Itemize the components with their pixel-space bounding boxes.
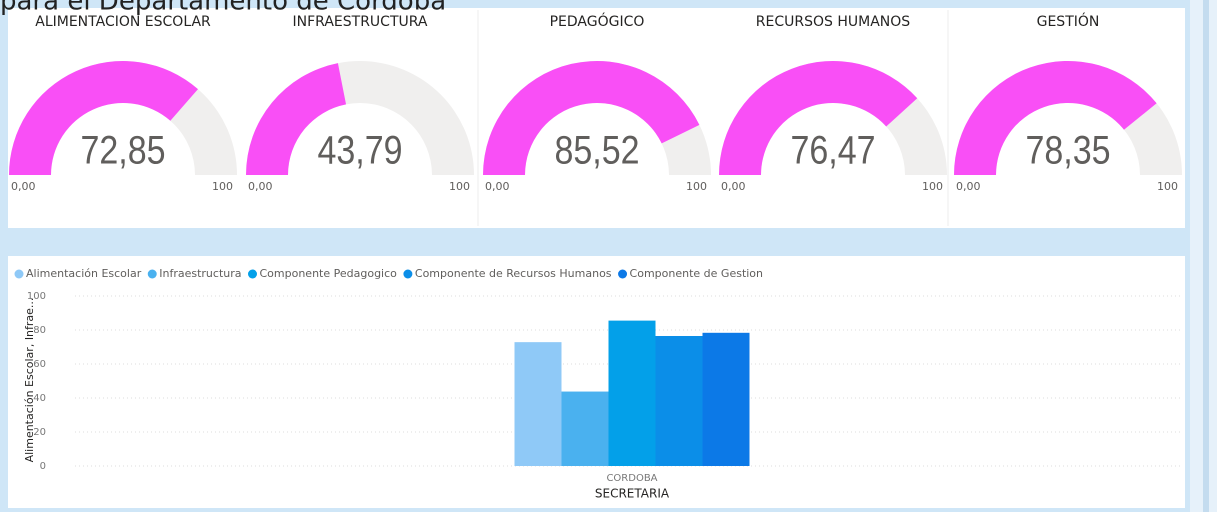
gauge-title: ALIMENTACION ESCOLAR xyxy=(35,14,211,30)
y-tick-label: 80 xyxy=(33,325,46,336)
legend-marker xyxy=(147,269,157,279)
legend-marker xyxy=(618,269,628,279)
page-title: para el Departamento de Córdoba xyxy=(0,0,446,17)
gauge-min: 0,00 xyxy=(248,180,273,193)
legend-label: Componente de Recursos Humanos xyxy=(415,267,612,280)
legend-label: Componente Pedagogico xyxy=(260,267,398,280)
bar xyxy=(702,332,750,466)
legend-label: Alimentación Escolar xyxy=(26,267,142,280)
y-tick-label: 100 xyxy=(27,291,46,302)
gauge-value: 78,35 xyxy=(1025,127,1110,172)
gauge-value: 43,79 xyxy=(317,127,402,172)
y-tick-label: 0 xyxy=(40,461,46,472)
scroll-thumb[interactable] xyxy=(1203,0,1209,512)
bar-panel xyxy=(8,256,1185,508)
gauge-arc xyxy=(954,61,1157,175)
y-axis-title: Alimentación Escolar, Infrae... xyxy=(23,298,36,463)
gauge-arc xyxy=(483,61,700,176)
legend-marker xyxy=(14,269,24,279)
gauge-title: PEDAGÓGICO xyxy=(550,12,645,30)
gauge-max: 100 xyxy=(212,180,233,193)
bar xyxy=(608,320,656,466)
gauge-max: 100 xyxy=(1157,180,1178,193)
gauge-arc xyxy=(246,63,347,176)
legend-label: Componente de Gestion xyxy=(630,267,763,280)
gauge-min: 0,00 xyxy=(11,180,36,193)
bar xyxy=(561,391,609,466)
gauge-min: 0,00 xyxy=(721,180,746,193)
bar xyxy=(514,342,562,466)
gauge-value: 72,85 xyxy=(80,127,165,172)
gauge-title: INFRAESTRUCTURA xyxy=(293,14,428,30)
y-tick-label: 40 xyxy=(33,393,46,404)
gauge-title: RECURSOS HUMANOS xyxy=(756,14,910,30)
gauge-arc xyxy=(719,61,918,175)
gauge-value: 85,52 xyxy=(554,127,639,172)
gauge-min: 0,00 xyxy=(485,180,510,193)
legend-marker xyxy=(403,269,413,279)
bar xyxy=(655,336,703,466)
x-axis-title: SECRETARIA xyxy=(595,487,670,501)
gauge-title: GESTIÓN xyxy=(1037,12,1100,30)
gauge-max: 100 xyxy=(686,180,707,193)
gauge-min: 0,00 xyxy=(956,180,981,193)
gauge-value: 76,47 xyxy=(790,127,875,172)
y-tick-label: 60 xyxy=(33,359,46,370)
legend-marker xyxy=(248,269,257,279)
gauge-max: 100 xyxy=(922,180,943,193)
gauge-max: 100 xyxy=(449,180,470,193)
gauge-arc xyxy=(9,60,198,175)
y-tick-label: 20 xyxy=(33,427,46,438)
legend-label: Infraestructura xyxy=(159,267,241,280)
x-tick-label: CORDOBA xyxy=(606,473,657,484)
